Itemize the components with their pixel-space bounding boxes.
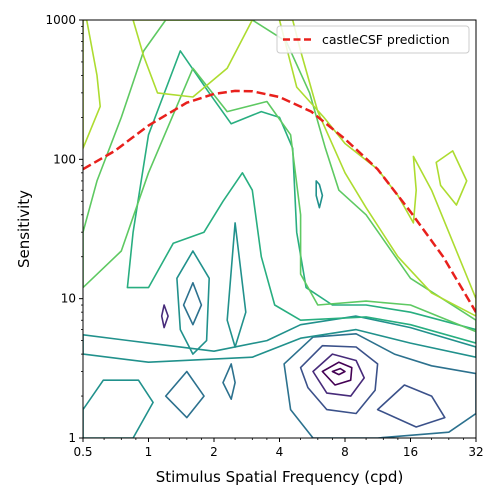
y-axis: 1 10 100 1000 [45, 13, 83, 445]
y-tick-label: 10 [61, 292, 76, 306]
x-tick-label: 8 [341, 445, 349, 459]
contour-line-level-5-1 [83, 379, 154, 438]
contour-line-level-4-2 [164, 370, 205, 419]
x-tick-label: 1 [145, 445, 153, 459]
x-tick-label: 0.5 [73, 445, 92, 459]
legend: castleCSF prediction [276, 25, 470, 54]
legend-box [276, 25, 470, 54]
x-axis: 0.5 1 2 4 8 16 32 [73, 438, 484, 459]
y-axis-label: Sensitivity [15, 190, 33, 268]
y-tick-label: 1000 [45, 13, 76, 27]
contour-line-level-8-1 [83, 20, 101, 150]
plot-frame [82, 19, 477, 439]
contour-line-level-8-2 [132, 20, 254, 98]
x-axis-label: Stimulus Spatial Frequency (cpd) [156, 468, 404, 486]
contour-line-level-3-2 [376, 384, 446, 428]
contour-line-level-2-2 [160, 304, 169, 329]
x-tick-label: 32 [468, 445, 483, 459]
contour-line-level-4-4 [182, 282, 203, 326]
contour-line-level-2-1 [312, 353, 365, 397]
y-tick-label: 1 [68, 431, 76, 445]
prediction-curve [83, 89, 476, 313]
contour-line-level-5-5 [83, 315, 476, 363]
contour-lines [83, 20, 476, 438]
x-tick-label: 16 [403, 445, 418, 459]
contour-line-level-7-1 [83, 20, 476, 333]
contour-line-level-8-4 [435, 150, 468, 206]
contour-line-level-4-1 [283, 333, 476, 438]
contour-line-level-6-1 [126, 50, 476, 344]
y-tick-label: 100 [53, 152, 76, 166]
x-tick-label: 2 [210, 445, 218, 459]
contour-line-level-4-3 [222, 363, 236, 400]
contour-line-level-1-2 [321, 361, 353, 386]
contour-line-level-5-4 [315, 180, 324, 209]
contour-line-level-1-1 [331, 367, 346, 376]
castlecsf-prediction-line [83, 89, 476, 313]
contour-line-level-3-1 [299, 344, 379, 415]
x-tick-label: 4 [276, 445, 284, 459]
contour-line-level-5-2 [176, 250, 210, 355]
contour-line-level-5-3 [226, 222, 247, 348]
legend-label: castleCSF prediction [322, 32, 450, 47]
